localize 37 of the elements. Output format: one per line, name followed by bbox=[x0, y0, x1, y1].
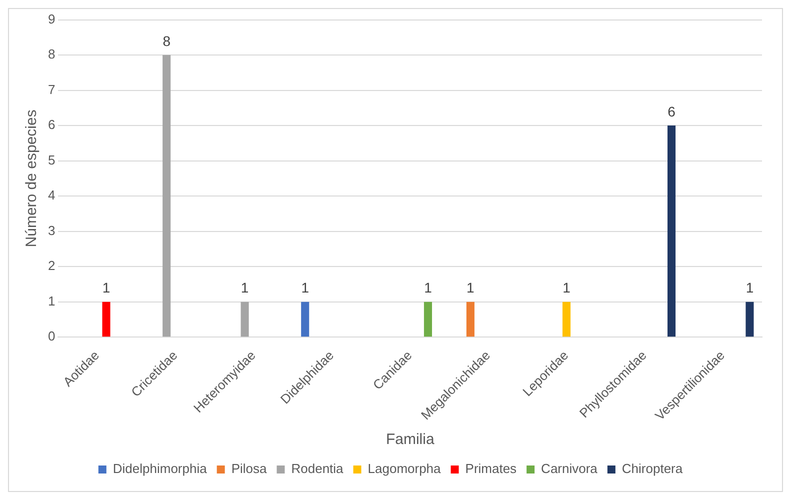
legend-label: Primates bbox=[465, 461, 518, 476]
legend-label: Lagomorpha bbox=[368, 461, 442, 476]
y-tick-label: 0 bbox=[48, 328, 56, 344]
bar bbox=[746, 302, 754, 337]
bar bbox=[301, 302, 310, 337]
data-label: 1 bbox=[466, 280, 475, 296]
y-tick-label: 3 bbox=[48, 222, 56, 238]
data-label: 1 bbox=[424, 280, 432, 296]
y-axis-title: Número de especies bbox=[23, 110, 40, 248]
legend-label: Pilosa bbox=[231, 461, 268, 476]
data-label: 8 bbox=[162, 32, 171, 49]
data-label: 6 bbox=[668, 103, 676, 120]
bar bbox=[667, 126, 676, 337]
bar bbox=[424, 302, 432, 337]
y-tick-label: 9 bbox=[48, 11, 56, 26]
data-label: 1 bbox=[746, 280, 754, 296]
bar bbox=[102, 302, 110, 337]
legend-label: Carnivora bbox=[541, 461, 598, 476]
y-tick-label: 5 bbox=[48, 152, 56, 168]
bar bbox=[240, 302, 249, 337]
bar bbox=[162, 55, 171, 337]
data-label: 1 bbox=[562, 280, 571, 296]
legend-label: Didelphimorphia bbox=[112, 461, 208, 476]
y-tick-label: 2 bbox=[48, 258, 56, 274]
bar bbox=[562, 302, 571, 337]
legend-label: Chiroptera bbox=[622, 461, 684, 476]
data-label: 1 bbox=[240, 280, 249, 296]
x-axis-title: Familia bbox=[386, 431, 435, 448]
y-tick-label: 4 bbox=[48, 188, 56, 203]
y-tick-label: 1 bbox=[48, 293, 56, 308]
data-label: 1 bbox=[301, 280, 310, 296]
y-tick-label: 6 bbox=[48, 117, 56, 132]
legend-label: Rodentia bbox=[291, 461, 344, 476]
y-tick-label: 8 bbox=[48, 46, 56, 62]
bar bbox=[466, 302, 474, 337]
y-tick-label: 7 bbox=[48, 82, 56, 97]
data-label: 1 bbox=[102, 280, 110, 296]
